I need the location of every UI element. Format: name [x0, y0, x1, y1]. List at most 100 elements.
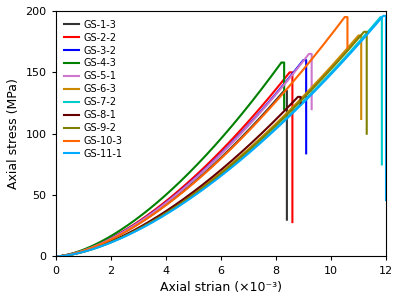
GS-9-2 [68, 253, 73, 256]
GS-11-1 [53, 255, 58, 258]
GS-3-2 [304, 151, 308, 155]
Line: GS-6-3: GS-6-3 [56, 36, 361, 256]
GS-8-1 [53, 255, 58, 258]
GS-4-3 [234, 118, 239, 122]
GS-7-2 [378, 15, 383, 19]
GS-4-3 [126, 223, 130, 227]
GS-7-2 [53, 255, 58, 258]
GS-8-1 [160, 212, 165, 215]
GS-5-1 [165, 200, 170, 203]
GS-2-2 [64, 253, 69, 257]
GS-10-3 [345, 46, 350, 50]
GS-9-2 [362, 30, 366, 34]
GS-5-1 [306, 52, 311, 56]
GS-4-3 [153, 202, 158, 206]
GS-6-3 [296, 99, 301, 103]
GS-2-2 [156, 205, 161, 209]
GS-2-2 [53, 255, 58, 258]
GS-9-2 [117, 237, 122, 240]
GS-1-3 [282, 89, 286, 92]
GS-8-1 [65, 253, 70, 257]
GS-9-2 [364, 132, 369, 135]
GS-6-3 [116, 237, 121, 240]
GS-3-2 [105, 239, 110, 242]
GS-6-3 [158, 214, 163, 218]
GS-11-1 [158, 216, 163, 219]
GS-9-2 [160, 214, 165, 217]
X-axis label: Axial strian (×10⁻³): Axial strian (×10⁻³) [160, 281, 282, 294]
GS-5-1 [141, 218, 146, 221]
GS-8-1 [137, 225, 142, 229]
GS-7-2 [69, 253, 74, 256]
GS-7-2 [158, 216, 162, 219]
GS-4-3 [279, 61, 284, 64]
Line: GS-11-1: GS-11-1 [56, 16, 386, 256]
GS-10-3 [181, 190, 186, 194]
GS-8-1 [131, 229, 136, 232]
GS-1-3 [154, 210, 159, 213]
GS-10-3 [342, 15, 347, 19]
GS-8-1 [298, 102, 303, 106]
GS-3-2 [139, 219, 144, 222]
GS-2-2 [290, 220, 295, 224]
GS-5-1 [309, 107, 314, 111]
GS-8-1 [296, 95, 300, 99]
Legend: GS-1-3, GS-2-2, GS-3-2, GS-4-3, GS-5-1, GS-6-3, GS-7-2, GS-8-1, GS-9-2, GS-10-3,: GS-1-3, GS-2-2, GS-3-2, GS-4-3, GS-5-1, … [60, 16, 127, 163]
GS-3-2 [65, 253, 70, 257]
Line: GS-8-1: GS-8-1 [56, 97, 301, 256]
GS-4-3 [282, 107, 286, 111]
GS-3-2 [133, 223, 138, 226]
GS-2-2 [102, 240, 107, 243]
Line: GS-4-3: GS-4-3 [56, 63, 284, 256]
GS-3-2 [53, 255, 58, 258]
GS-7-2 [314, 86, 318, 90]
GS-5-1 [65, 253, 70, 257]
GS-10-3 [53, 255, 58, 258]
Line: GS-5-1: GS-5-1 [56, 54, 312, 256]
GS-7-2 [196, 190, 201, 194]
GS-11-1 [384, 198, 388, 202]
Line: GS-9-2: GS-9-2 [56, 32, 367, 256]
GS-2-2 [128, 225, 133, 228]
GS-11-1 [316, 85, 321, 89]
GS-3-2 [162, 202, 167, 205]
GS-1-3 [53, 255, 58, 258]
GS-7-2 [121, 235, 126, 239]
Line: GS-10-3: GS-10-3 [56, 17, 348, 256]
GS-1-3 [284, 218, 289, 222]
GS-11-1 [381, 14, 386, 18]
GS-10-3 [67, 253, 72, 256]
GS-11-1 [198, 190, 202, 193]
GS-6-3 [150, 219, 155, 222]
Line: GS-1-3: GS-1-3 [56, 91, 287, 256]
GS-6-3 [68, 253, 72, 256]
GS-1-3 [64, 253, 69, 257]
Line: GS-2-2: GS-2-2 [56, 72, 292, 256]
GS-5-1 [256, 112, 261, 116]
GS-10-3 [113, 235, 118, 239]
GS-11-1 [166, 211, 171, 214]
Y-axis label: Axial stress (MPa): Axial stress (MPa) [7, 78, 20, 189]
GS-11-1 [69, 253, 74, 256]
GS-6-3 [356, 34, 361, 37]
GS-10-3 [146, 216, 151, 219]
GS-6-3 [53, 255, 58, 258]
GS-3-2 [252, 117, 257, 120]
GS-2-2 [241, 125, 246, 129]
GS-3-2 [301, 58, 306, 62]
GS-10-3 [153, 211, 158, 215]
GS-9-2 [300, 97, 305, 101]
GS-6-3 [359, 117, 364, 121]
GS-4-3 [100, 239, 105, 243]
GS-8-1 [104, 242, 108, 245]
GS-9-2 [189, 194, 194, 198]
GS-2-2 [134, 221, 139, 225]
GS-9-2 [152, 218, 157, 222]
GS-7-2 [166, 211, 170, 215]
GS-8-1 [248, 143, 252, 146]
GS-5-1 [53, 255, 58, 258]
GS-4-3 [53, 255, 58, 258]
Line: GS-3-2: GS-3-2 [56, 60, 306, 256]
GS-5-1 [134, 222, 139, 225]
GS-5-1 [106, 238, 111, 242]
